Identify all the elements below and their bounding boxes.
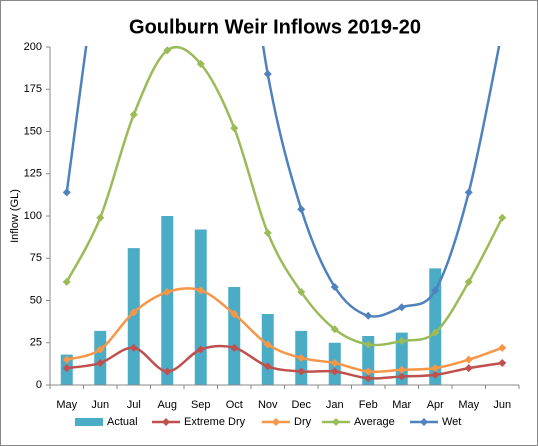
marker [96,359,105,368]
marker [364,340,373,349]
marker [62,188,71,197]
y-tick-label: 125 [24,168,42,180]
y-tick-label: 150 [24,125,42,137]
y-tick-label: 200 [24,41,42,53]
legend-label: Average [354,416,395,428]
marker [263,70,272,79]
y-tick-label: 175 [24,83,42,95]
marker [364,374,373,383]
chart-title: Goulburn Weir Inflows 2019-20 [129,16,421,38]
marker [196,345,205,354]
marker [297,367,306,376]
bar [94,330,107,385]
x-tick-label: Mar [392,399,411,411]
marker [330,282,339,291]
marker [163,367,172,376]
legend-label: Actual [107,416,138,428]
y-tick-label: 0 [36,379,42,391]
legend-label: Wet [442,416,461,428]
legend-marker [272,418,280,426]
y-tick-label: 100 [24,210,42,222]
x-tick-label: Sep [191,399,211,411]
legend-label: Dry [294,416,312,428]
marker [263,362,272,371]
x-tick-label: Dec [291,399,311,411]
marker [464,364,473,373]
x-tick-label: Oct [226,399,243,411]
bar [429,268,442,385]
marker [464,277,473,286]
legend-swatch [75,418,103,426]
plot-area [60,46,507,385]
marker [62,364,71,373]
x-tick-label: Jul [127,399,141,411]
bar [127,248,140,385]
x-tick-label: Feb [359,399,378,411]
x-tick-label: Apr [427,399,444,411]
legend-marker [162,418,170,426]
x-tick-label: May [458,399,479,411]
y-tick-label: 50 [30,294,42,306]
marker [397,372,406,381]
x-tick-label: Jun [493,399,511,411]
bar [161,216,174,385]
x-tick-label: Aug [157,399,177,411]
marker [263,228,272,237]
marker [431,328,440,337]
marker [62,277,71,286]
marker [431,364,440,373]
legend-label: Extreme Dry [184,416,246,428]
marker [297,353,306,362]
y-tick-label: 25 [30,337,42,349]
marker [464,188,473,197]
bar [261,314,274,385]
marker [330,325,339,334]
x-tick-label: Jan [326,399,344,411]
marker [431,370,440,379]
marker [163,288,172,297]
marker [62,355,71,364]
marker [397,365,406,374]
marker [230,310,239,319]
marker [129,110,138,119]
marker [196,286,205,295]
bar [228,286,241,385]
bar [395,332,408,385]
marker [263,340,272,349]
marker [397,303,406,312]
x-tick-label: Jun [91,399,109,411]
marker [230,124,239,133]
marker [163,46,172,55]
bar [194,229,207,385]
marker [330,359,339,368]
marker [297,288,306,297]
x-tick-label: May [56,399,77,411]
marker [96,345,105,354]
marker [96,213,105,222]
legend-marker [332,418,340,426]
marker [364,367,373,376]
marker [297,205,306,214]
marker [498,343,507,352]
marker [230,343,239,352]
marker [129,343,138,352]
y-tick-label: 75 [30,252,42,264]
x-tick-label: Nov [258,399,278,411]
y-axis-label: Inflow (GL) [9,189,21,243]
legend-marker [420,418,428,426]
marker [397,337,406,346]
marker [431,286,440,295]
marker [364,311,373,320]
marker [129,308,138,317]
marker [330,367,339,376]
marker [464,355,473,364]
marker [196,59,205,68]
marker [498,213,507,222]
marker [498,359,507,368]
